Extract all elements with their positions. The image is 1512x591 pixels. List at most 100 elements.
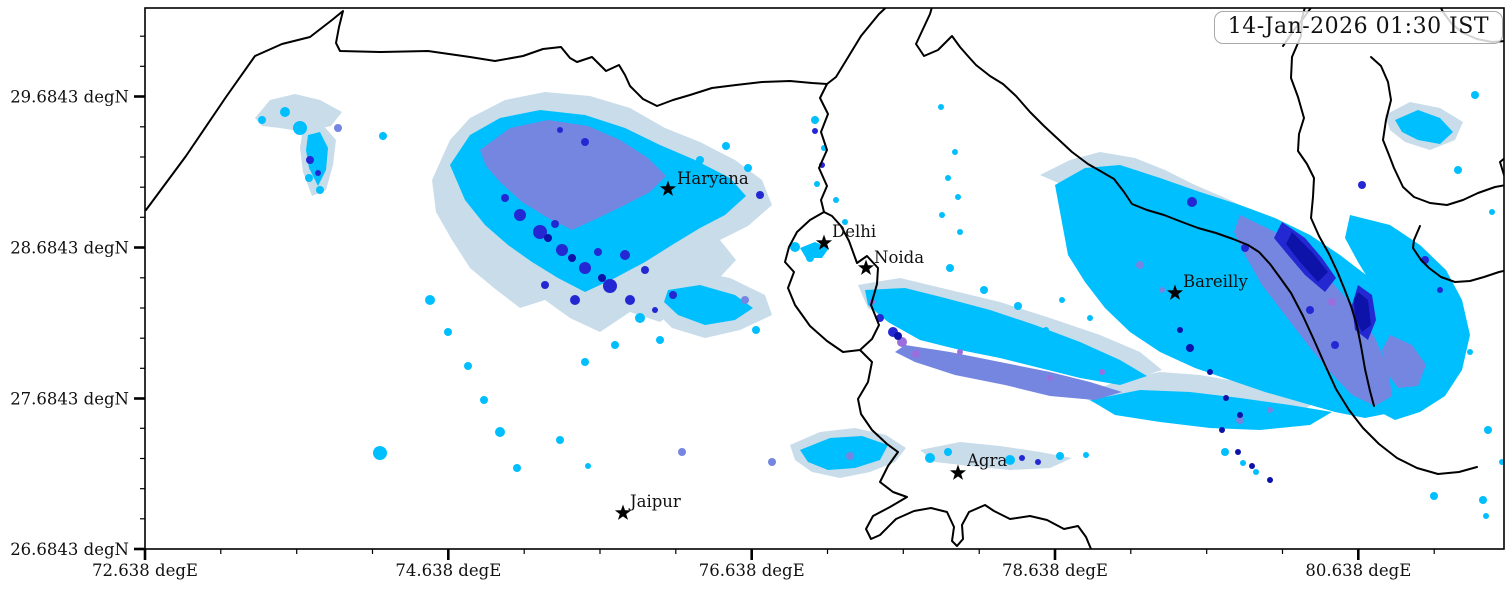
precip-dot-periwinkle xyxy=(1159,287,1165,293)
precip-dot-blue xyxy=(1437,287,1443,293)
precip-dot-periwinkle xyxy=(1267,407,1273,413)
city-star-icon xyxy=(659,180,677,196)
precip-dot-cyan xyxy=(556,436,564,444)
precip-dot-navy xyxy=(1249,463,1255,469)
precip-dot-cyan xyxy=(729,310,737,318)
precip-region-cyan xyxy=(306,132,328,186)
precip-dot-cyan xyxy=(1005,455,1015,465)
precip-region-light xyxy=(920,442,1072,470)
precip-dot-periwinkle xyxy=(1236,416,1244,424)
precip-dot-violet xyxy=(912,350,920,358)
city-label: Jaipur xyxy=(628,492,681,511)
precip-dot-blue xyxy=(556,244,568,256)
precip-region-cyan xyxy=(865,288,1147,385)
precip-region-periwinkle xyxy=(895,345,1122,400)
precip-dot-cyan xyxy=(1483,513,1489,519)
x-tick-label: 78.638 degE xyxy=(1002,561,1108,580)
x-tick-label: 80.638 degE xyxy=(1305,561,1411,580)
precip-dot-cyan xyxy=(695,295,705,305)
precip-dot-blue xyxy=(557,127,563,133)
timestamp-text: 14-Jan-2026 01:30 IST xyxy=(1227,14,1489,39)
precip-dot-cyan xyxy=(744,164,752,172)
precip-dot-periwinkle xyxy=(846,452,854,460)
precip-dot-blue xyxy=(501,194,509,202)
y-tick-label: 26.6843 degN xyxy=(10,540,129,559)
precip-dot-navy xyxy=(1177,327,1183,333)
precip-dot-cyan xyxy=(373,446,387,460)
precip-dot-blue xyxy=(306,156,314,164)
precip-dot-cyan xyxy=(1489,209,1495,215)
precip-dot-cyan xyxy=(480,396,488,404)
precip-region-light xyxy=(255,94,342,132)
precip-dot-cyan xyxy=(1471,91,1479,99)
precip-dot-periwinkle xyxy=(1136,261,1144,269)
precip-dot-blue xyxy=(533,225,547,239)
precip-dot-cyan xyxy=(814,181,820,187)
precip-dot-cyan xyxy=(379,132,387,140)
precip-dot-cyan xyxy=(1430,492,1438,500)
precip-dot-navy xyxy=(1267,477,1273,483)
precip-region-navy xyxy=(1354,292,1371,332)
precip-dot-cyan xyxy=(258,116,266,124)
precip-dot-blue xyxy=(669,291,677,299)
precip-dot-cyan xyxy=(806,254,814,262)
timestamp-badge: 14-Jan-2026 01:30 IST xyxy=(1213,11,1503,44)
precip-region-cyan xyxy=(1090,390,1332,430)
precip-dot-cyan xyxy=(925,307,931,313)
precip-dot-cyan xyxy=(944,448,952,456)
precip-dot-cyan xyxy=(495,427,505,437)
precip-dot-cyan xyxy=(1499,459,1504,465)
city-star-icon xyxy=(614,504,632,520)
precip-dot-cyan xyxy=(425,295,435,305)
precip-dot-cyan xyxy=(1059,297,1065,303)
precip-dot-blue xyxy=(1187,197,1197,207)
precip-dot-blue xyxy=(551,220,559,228)
precip-dot-periwinkle xyxy=(334,124,342,132)
precip-dot-cyan xyxy=(1176,394,1184,402)
precip-dot-cyan xyxy=(305,174,313,182)
precip-dot-cyan xyxy=(611,341,619,349)
precip-dot-blue xyxy=(514,209,526,221)
precip-dot-cyan xyxy=(1253,469,1259,475)
precip-region-cyan xyxy=(800,436,888,470)
precip-dot-cyan xyxy=(722,142,730,150)
precip-dot-blue xyxy=(620,250,630,260)
city-star-icon xyxy=(857,259,875,275)
x-tick-label: 74.638 degE xyxy=(395,561,501,580)
precip-dot-violet xyxy=(1328,298,1336,306)
city-label: Noida xyxy=(874,248,924,267)
precip-dot-blue xyxy=(1358,181,1366,189)
precip-dot-cyan xyxy=(939,212,945,218)
axes-frame xyxy=(144,7,1505,550)
precip-dot-periwinkle xyxy=(768,458,776,466)
precip-dot-blue xyxy=(625,295,635,305)
state-boundary-line xyxy=(857,349,1092,549)
city-label: Haryana xyxy=(677,169,749,188)
city-label: Agra xyxy=(966,451,1007,470)
precip-dot-blue xyxy=(756,191,764,199)
state-boundary-line xyxy=(1412,225,1504,283)
precip-dot-navy xyxy=(1237,412,1243,418)
precip-dot-blue xyxy=(541,281,549,289)
precip-dot-cyan xyxy=(945,175,951,181)
precip-dot-cyan xyxy=(1197,407,1203,413)
precip-dot-violet xyxy=(1099,369,1105,375)
precip-dot-cyan xyxy=(696,156,704,164)
precip-dot-blue xyxy=(1241,244,1249,252)
precip-dot-blue xyxy=(1035,459,1041,465)
precip-dot-cyan xyxy=(585,463,591,469)
precip-dot-blue xyxy=(594,248,602,256)
precip-dot-cyan xyxy=(1005,339,1011,345)
precip-dot-cyan xyxy=(946,264,954,272)
precip-dot-cyan xyxy=(925,453,935,463)
precip-dot-cyan xyxy=(1240,460,1246,466)
precip-dot-cyan xyxy=(811,116,819,124)
precip-dot-cyan xyxy=(1221,448,1229,456)
precip-dot-blue xyxy=(1019,455,1025,461)
precip-region-periwinkle xyxy=(1382,335,1426,388)
precip-dot-periwinkle xyxy=(741,296,749,304)
x-tick-label: 72.638 degE xyxy=(92,561,198,580)
precip-dot-blue xyxy=(1306,306,1314,314)
city-label: Delhi xyxy=(832,222,876,241)
